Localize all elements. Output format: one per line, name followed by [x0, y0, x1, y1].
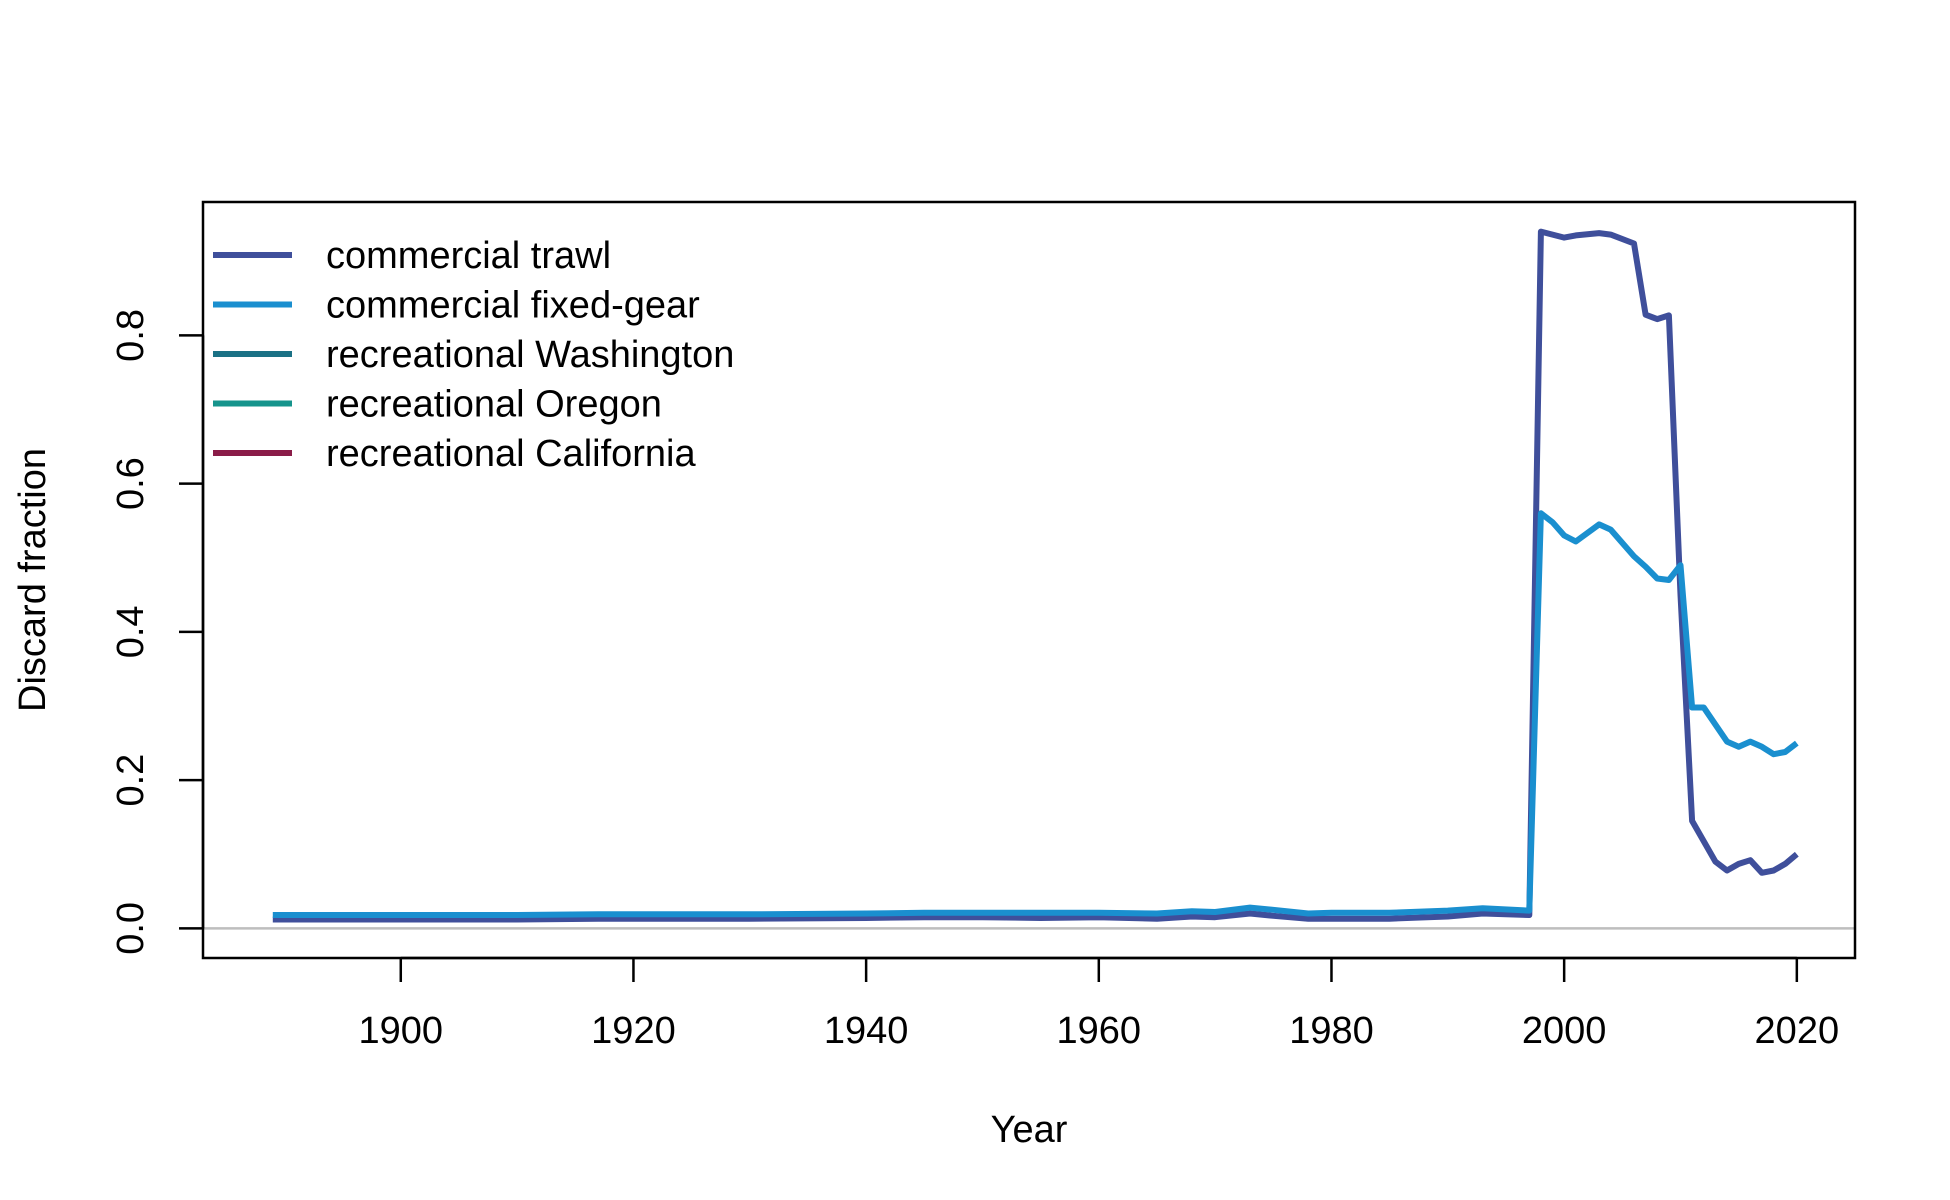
legend: commercial trawl commercial fixed-gear rec…: [213, 235, 734, 475]
x-axis-title: Year: [991, 1109, 1068, 1151]
y-tick-label: 0.6: [110, 457, 152, 510]
y-tick-label: 0.4: [110, 605, 152, 658]
x-tick-label: 2000: [1522, 1010, 1607, 1052]
legend-label: recreational Oregon: [326, 384, 662, 426]
y-axis: 0.0 0.2 0.4 0.6 0.8: [110, 309, 205, 955]
y-tick-label: 0.8: [110, 309, 152, 362]
x-tick-label: 2020: [1755, 1010, 1840, 1052]
x-tick-label: 1960: [1057, 1010, 1142, 1052]
legend-label: recreational Washington: [326, 334, 734, 376]
series-layer: [272, 228, 1799, 923]
series-line-commercial-fixed-gear: [272, 510, 1799, 918]
x-tick-label: 1900: [359, 1010, 444, 1052]
x-tick-label: 1920: [591, 1010, 676, 1052]
y-tick-label: 0.0: [110, 902, 152, 955]
x-tick-label: 1980: [1289, 1010, 1374, 1052]
series-line-commercial-trawl: [272, 228, 1799, 923]
y-tick-label: 0.2: [110, 754, 152, 807]
legend-label: commercial fixed-gear: [326, 285, 700, 327]
legend-label: recreational California: [326, 433, 696, 475]
legend-label: commercial trawl: [326, 235, 611, 277]
x-axis: 1900 1920 1940 1960 1980 2000 2020: [359, 956, 1840, 1052]
x-tick-label: 1940: [824, 1010, 909, 1052]
y-axis-title: Discard fraction: [12, 448, 54, 712]
